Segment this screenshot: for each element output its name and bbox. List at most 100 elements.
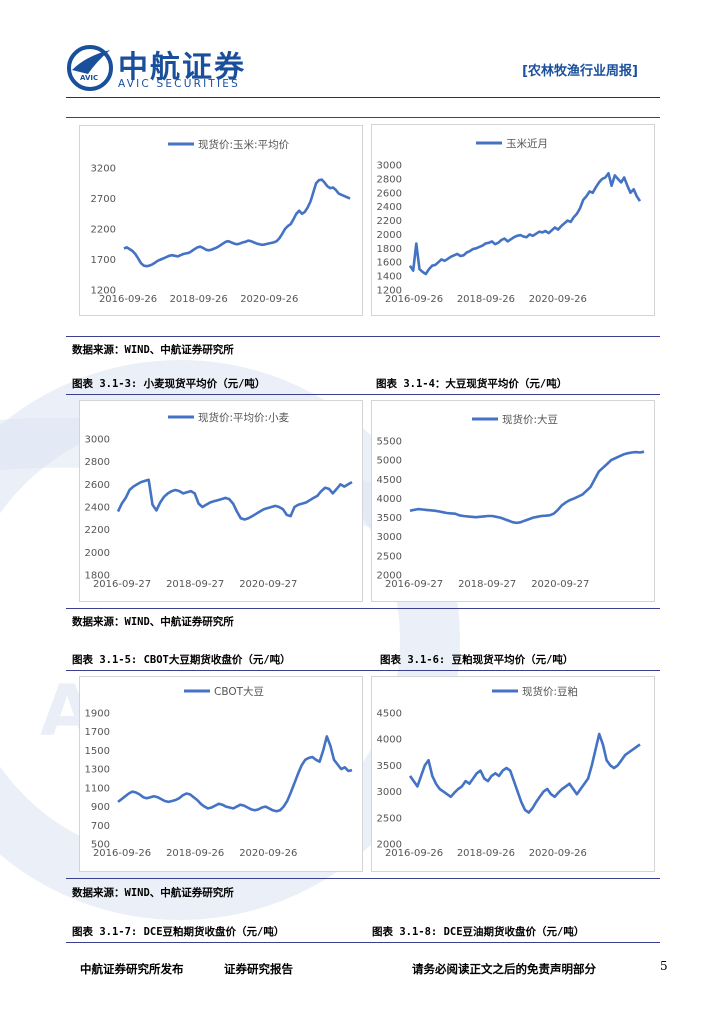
report-tag: [农林牧渔行业周报] (522, 64, 638, 79)
y-tick-label: 1600 (377, 258, 402, 269)
y-tick-label: 1800 (377, 244, 402, 255)
x-tick-label: 2016-09-26 (99, 294, 157, 305)
y-tick-label: 2700 (91, 194, 116, 205)
y-tick-label: 1100 (85, 783, 110, 794)
y-tick-label: 2000 (377, 571, 402, 582)
series-line (409, 450, 645, 525)
y-tick-label: 1300 (85, 765, 110, 776)
chart-cbot-soybean: CBOT大豆 500 700 900 1100 1300 1500 1700 1900 2016-… (79, 676, 363, 872)
footer-publisher: 中航证券研究所发布 (80, 962, 184, 976)
section-rule (66, 117, 660, 118)
y-tick-label: 1900 (85, 709, 110, 720)
logo-emblem-text: AVIC (80, 74, 98, 82)
y-tick-label: 4500 (377, 709, 402, 720)
series-line (117, 735, 353, 813)
legend-label: 玉米近月 (506, 137, 548, 150)
page-number: 5 (660, 959, 668, 973)
chart-svg-corn-front-month: 玉米近月 1200 1400 1600 1800 2000 2200 2400 2600 2800… (377, 137, 642, 305)
y-tick-label: 4000 (377, 494, 402, 505)
y-tick-label: 2400 (85, 503, 110, 514)
data-source-note: 数据来源：WIND、中航证券研究所 (72, 344, 234, 356)
y-tick-label: 1500 (85, 746, 110, 757)
y-tick-label: 1200 (377, 286, 402, 297)
y-tick-label: 2200 (91, 225, 116, 236)
y-tick-label: 3500 (377, 761, 402, 772)
x-tick-label: 2020-09-27 (239, 579, 297, 590)
chart-corn-front-month: 玉米近月 1200 1400 1600 1800 2000 2200 2400 2600 2800… (371, 124, 655, 316)
figure-caption: 图表 3.1-8: DCE豆油期货收盘价（元/吨） (372, 926, 585, 938)
y-tick-label: 1400 (377, 272, 402, 283)
chart-svg-soymeal-spot: 现货价:豆粕 2000 2500 3000 3500 4000 4500 2016-09-26… (377, 685, 641, 859)
header-rule (66, 97, 660, 98)
y-tick-label: 2000 (377, 840, 402, 851)
legend-label: 现货价:玉米:平均价 (198, 138, 290, 151)
y-tick-label: 5500 (377, 437, 402, 448)
y-tick-label: 2800 (85, 457, 110, 468)
y-tick-label: 1800 (85, 571, 110, 582)
y-tick-label: 3000 (377, 532, 402, 543)
y-tick-label: 4500 (377, 475, 402, 486)
y-tick-label: 2000 (377, 230, 402, 241)
avic-emblem-icon: AVIC (67, 45, 113, 91)
y-tick-label: 2000 (85, 548, 110, 559)
x-tick-label: 2018-09-26 (166, 848, 224, 859)
x-tick-label: 2018-09-27 (166, 579, 224, 590)
y-tick-label: 3500 (377, 513, 402, 524)
y-tick-label: 4000 (377, 735, 402, 746)
data-source-note: 数据来源：WIND、中航证券研究所 (72, 887, 234, 899)
chart-svg-wheat-spot: 现货价:平均价:小麦 1800 2000 2200 2400 2600 2800 3000 20… (85, 411, 353, 590)
y-tick-label: 3000 (377, 161, 402, 172)
series-line (408, 732, 641, 814)
y-tick-label: 1700 (85, 727, 110, 738)
y-tick-label: 700 (91, 821, 110, 832)
figure-caption: 图表 3.1-7: DCE豆粕期货收盘价（元/吨） (72, 926, 285, 938)
section-rule (66, 942, 660, 943)
footer-report-type: 证券研究报告 (224, 962, 293, 976)
section-rule (66, 608, 660, 609)
x-tick-label: 2018-09-27 (458, 579, 516, 590)
legend-label: 现货价:大豆 (502, 413, 558, 426)
figure-caption: 图表 3.1-5: CBOT大豆期货收盘价（元/吨） (72, 654, 291, 666)
x-tick-label: 2016-09-26 (93, 848, 151, 859)
section-rule (66, 336, 660, 337)
y-tick-label: 500 (91, 840, 110, 851)
y-tick-label: 2200 (85, 525, 110, 536)
y-tick-label: 2400 (377, 202, 402, 213)
chart-soybean-spot: 现货价:大豆 2000 2500 3000 3500 4000 4500 5000 5500 20… (371, 400, 655, 602)
y-tick-label: 900 (91, 802, 110, 813)
x-tick-label: 2018-09-26 (457, 848, 515, 859)
chart-wheat-spot: 现货价:平均价:小麦 1800 2000 2200 2400 2600 2800 3000 20… (79, 400, 363, 602)
y-tick-label: 1700 (91, 255, 116, 266)
section-rule (66, 670, 660, 671)
y-tick-label: 3200 (91, 164, 116, 175)
figure-caption: 图表 3.1-6: 豆粕现货平均价（元/吨） (380, 654, 574, 666)
figure-caption: 图表 3.1-4：大豆现货平均价（元/吨） (376, 378, 568, 390)
figure-caption: 图表 3.1-3: 小麦现货平均价（元/吨） (72, 378, 266, 390)
y-tick-label: 5000 (377, 456, 402, 467)
series-line (408, 171, 642, 276)
x-tick-label: 2020-09-26 (529, 848, 587, 859)
chart-svg-soybean-spot: 现货价:大豆 2000 2500 3000 3500 4000 4500 5000 5500 20… (377, 413, 645, 590)
y-tick-label: 2500 (377, 813, 402, 824)
x-tick-label: 2018-09-26 (170, 294, 228, 305)
brand-logo: AVIC 中航证券 AVIC SECURITIES (66, 44, 266, 94)
x-tick-label: 2020-09-27 (531, 579, 589, 590)
chart-svg-corn-spot: 现货价:玉米:平均价 1200 1700 2200 2700 3200 2016-09-26… (91, 138, 351, 305)
x-tick-label: 2020-09-26 (239, 848, 297, 859)
brand-name-cn: 中航证券 (118, 50, 246, 85)
x-tick-label: 2016-09-26 (385, 294, 443, 305)
series-line (116, 478, 353, 521)
x-tick-label: 2020-09-26 (529, 294, 587, 305)
y-tick-label: 2600 (85, 480, 110, 491)
legend-label: CBOT大豆 (214, 685, 264, 698)
series-line (123, 178, 351, 268)
chart-svg-cbot-soybean: CBOT大豆 500 700 900 1100 1300 1500 1700 1900 2016-… (85, 685, 353, 859)
y-tick-label: 3000 (377, 787, 402, 798)
y-tick-label: 2200 (377, 216, 402, 227)
y-tick-label: 1200 (91, 286, 116, 297)
x-tick-label: 2016-09-27 (385, 579, 443, 590)
chart-corn-spot: 现货价:玉米:平均价 1200 1700 2200 2700 3200 2016-09-26… (79, 125, 363, 316)
chart-soymeal-spot: 现货价:豆粕 2000 2500 3000 3500 4000 4500 2016-09-26… (371, 676, 655, 872)
data-source-note: 数据来源：WIND、中航证券研究所 (72, 616, 234, 628)
legend-label: 现货价:平均价:小麦 (198, 411, 290, 424)
